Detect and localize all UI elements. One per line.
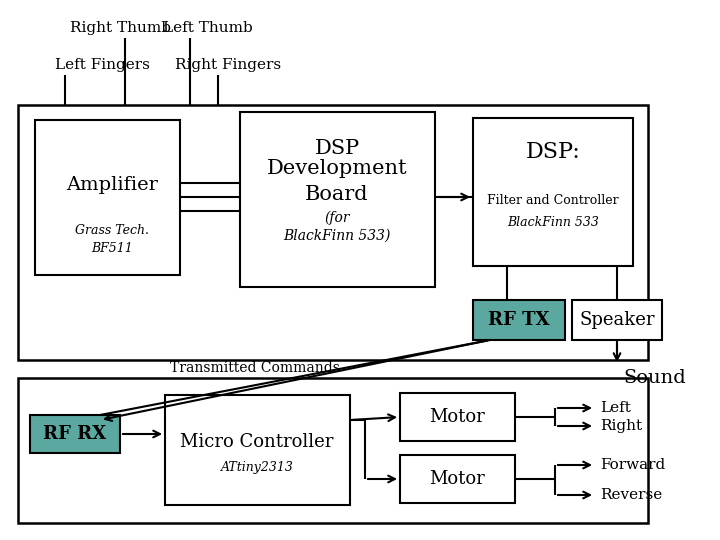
Text: Grass Tech.: Grass Tech. (75, 224, 149, 237)
Text: Board: Board (305, 186, 369, 205)
Bar (240, 112, 435, 287)
Text: Micro Controller: Micro Controller (180, 433, 333, 451)
Text: RF RX: RF RX (43, 425, 107, 443)
Bar (400, 455, 515, 503)
Text: Transmitted Commands: Transmitted Commands (170, 361, 340, 375)
Text: Left Thumb: Left Thumb (163, 21, 253, 35)
Text: DSP: DSP (315, 138, 359, 158)
Bar (473, 300, 565, 340)
Bar (35, 120, 180, 275)
Text: Left: Left (600, 401, 631, 415)
Text: Right Fingers: Right Fingers (175, 58, 281, 72)
Text: Reverse: Reverse (600, 488, 662, 502)
Bar (18, 105, 648, 360)
Bar (473, 118, 633, 266)
Text: RF TX: RF TX (488, 311, 550, 329)
Text: Filter and Controller: Filter and Controller (487, 193, 618, 206)
Bar (400, 393, 515, 441)
Text: Motor: Motor (429, 408, 485, 426)
Text: Sound: Sound (624, 369, 686, 387)
Text: Right Thumb: Right Thumb (70, 21, 171, 35)
Text: BF511: BF511 (91, 241, 133, 254)
Text: Forward: Forward (600, 458, 665, 472)
Text: ATtiny2313: ATtiny2313 (220, 462, 294, 475)
Text: Development: Development (266, 159, 408, 178)
Bar (572, 300, 662, 340)
Bar (18, 378, 648, 523)
Text: Left Fingers: Left Fingers (55, 58, 150, 72)
Text: DSP:: DSP: (526, 141, 580, 163)
Text: Amplifier: Amplifier (66, 176, 158, 194)
Bar (30, 415, 120, 453)
Text: Right: Right (600, 419, 642, 433)
Text: Motor: Motor (429, 470, 485, 488)
Text: BlackFinn 533): BlackFinn 533) (283, 229, 391, 243)
Text: Speaker: Speaker (580, 311, 654, 329)
Text: (for: (for (324, 211, 350, 225)
Bar (165, 395, 350, 505)
Text: BlackFinn 533: BlackFinn 533 (507, 215, 599, 228)
